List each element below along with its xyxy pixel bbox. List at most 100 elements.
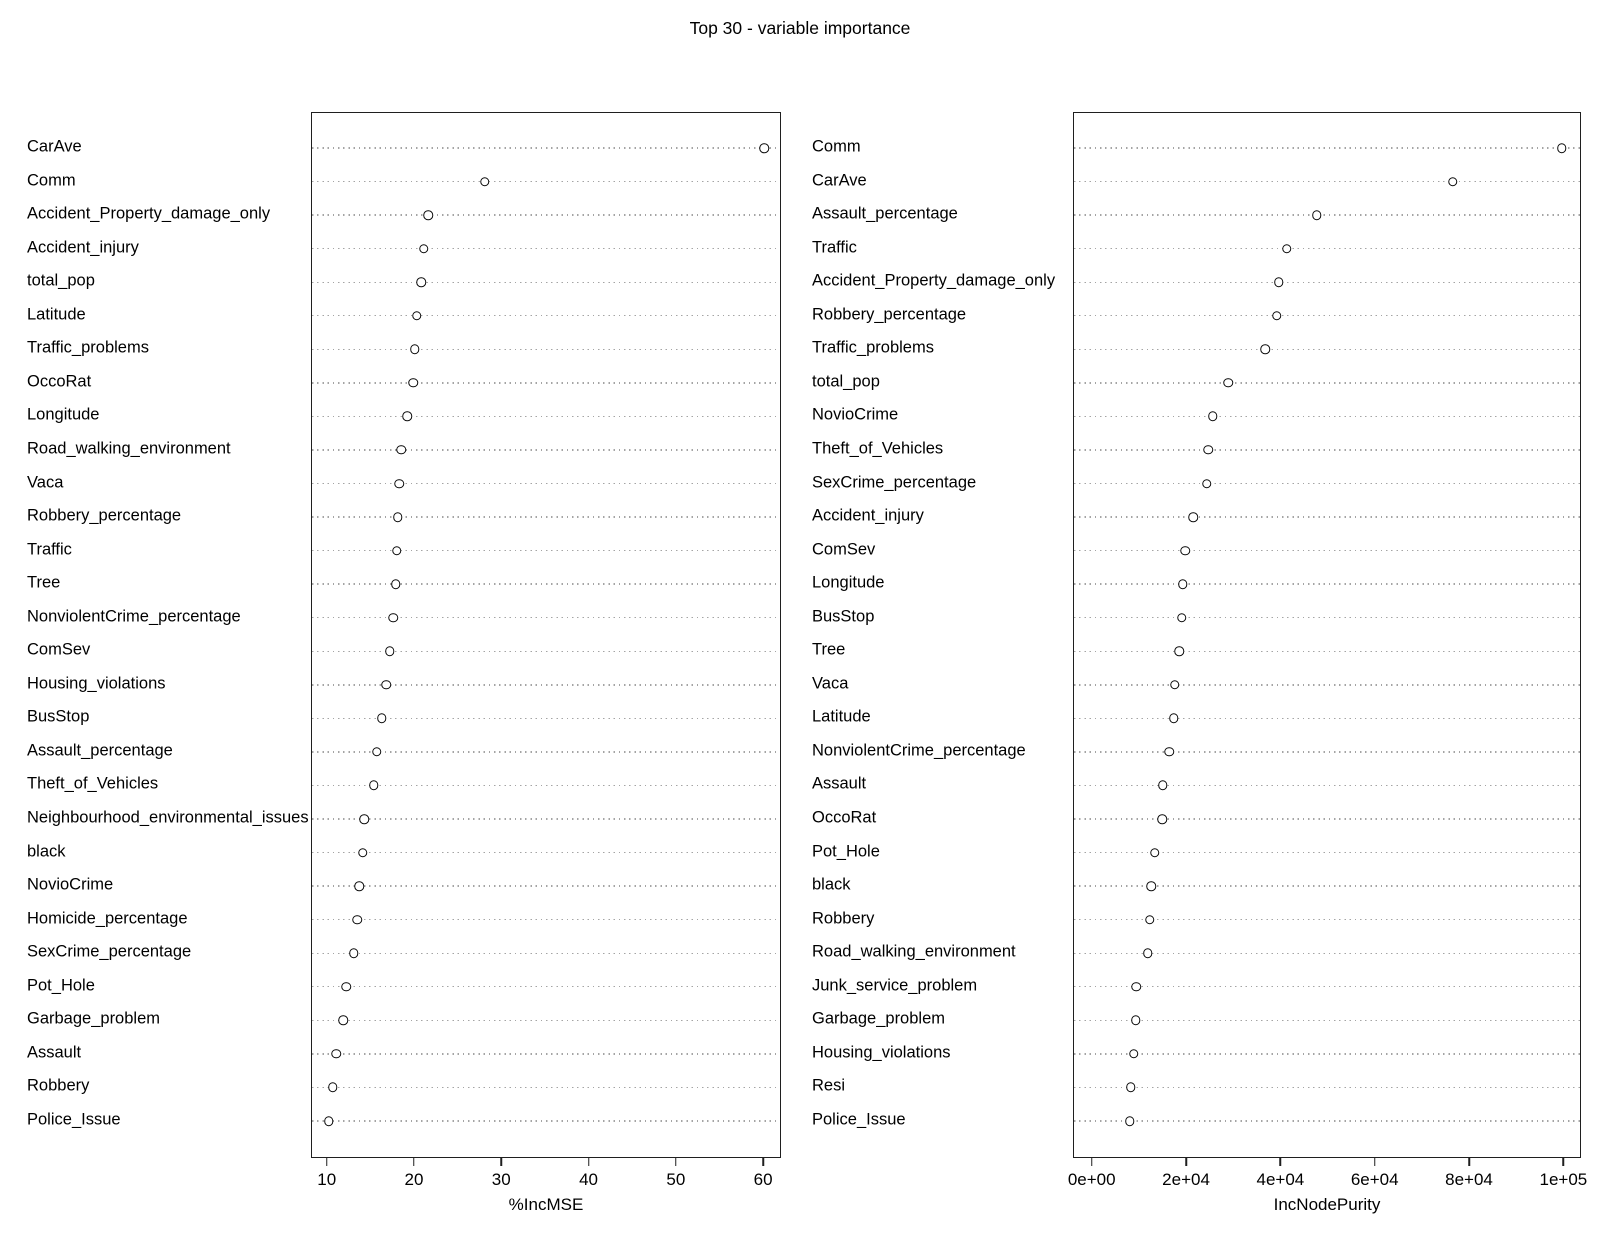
row-label-left: CarAve [27,137,82,156]
grid-dotline [312,214,780,216]
row-label-right: Junk_service_problem [812,976,978,995]
data-point-circle [1146,881,1156,891]
data-point-circle [1128,1049,1139,1059]
grid-dotline [1074,214,1580,216]
grid-dotline [312,717,780,720]
grid-dotline [312,784,780,787]
plot-title: Top 30 - variable importance [689,18,911,38]
row-label-right: Pot_Hole [812,842,880,861]
data-point-circle [381,680,391,690]
grid-dotline [1074,952,1580,954]
row-label-right: Accident_Property_damage_only [812,271,1056,290]
x-axis-tick-label: 30 [491,1170,511,1189]
data-point-circle [341,982,351,992]
x-axis-tick [413,1158,415,1166]
data-point-circle [1126,1082,1136,1093]
row-label-left: Assault_percentage [27,741,173,760]
grid-dotline [312,549,780,552]
x-axis-tick-label: 6e+04 [1350,1170,1399,1189]
data-point-circle [423,210,433,220]
data-point-circle [323,1116,334,1126]
data-point-circle [410,344,420,355]
x-axis-tick-label: 50 [666,1170,686,1189]
grid-dotline [312,247,780,250]
row-label-right: Robbery [812,909,875,928]
x-axis-tick [1373,1158,1376,1166]
row-label-right: Latitude [812,707,871,726]
data-point-circle [338,1015,349,1026]
row-label-left: Robbery_percentage [27,506,182,525]
grid-dotline [1074,1053,1580,1055]
data-point-circle [1164,747,1174,757]
row-label-right: NovioCrime [812,405,899,424]
grid-dotline [312,180,780,183]
grid-dotline [312,315,780,317]
data-point-circle [1158,780,1168,791]
data-point-circle [349,948,359,958]
data-point-circle [331,1049,342,1059]
data-point-circle [1311,210,1322,220]
row-label-left: Police_Issue [27,1110,121,1129]
grid-dotline [312,851,780,854]
data-point-circle [1202,478,1212,489]
row-label-left: Traffic [27,540,72,559]
data-point-circle [328,1082,338,1093]
x-axis-tick [1279,1158,1282,1166]
row-label-right: Tree [812,640,846,659]
grid-dotline [312,684,780,686]
grid-dotline [1074,1086,1580,1089]
x-axis-tick-label: 8e+04 [1445,1170,1493,1189]
row-label-right: BusStop [812,607,875,626]
x-axis-tick [1562,1158,1565,1166]
row-label-left: SexCrime_percentage [27,942,192,961]
data-point-circle [1260,344,1271,355]
grid-dotline [312,952,780,954]
data-point-circle [1145,914,1155,925]
data-point-circle [394,478,405,489]
row-label-right: Garbage_problem [812,1009,945,1028]
row-label-left: ComSev [27,640,91,659]
row-label-right: Vaca [812,674,849,693]
grid-dotline [1074,281,1580,283]
data-point-circle [1143,948,1153,958]
x-axis-tick [762,1158,764,1166]
plot-frame-left [311,112,781,1158]
grid-dotline [312,1120,780,1122]
grid-dotline [312,885,780,887]
row-label-right: Police_Issue [812,1110,906,1129]
data-point-circle [411,311,422,321]
data-point-circle [1223,378,1233,388]
row-label-right: NonviolentCrime_percentage [812,741,1026,760]
plot-frame-right [1073,112,1581,1158]
row-label-left: Theft_of_Vehicles [27,774,159,793]
grid-dotline [1074,516,1580,518]
row-label-left: Neighbourhood_environmental_issues [27,808,309,827]
data-point-circle [402,411,412,422]
grid-dotline [1074,918,1580,921]
x-axis-tick-label: 1e+05 [1539,1170,1588,1189]
grid-dotline [312,382,780,384]
x-axis-tick-label: 4e+04 [1256,1170,1305,1189]
row-label-left: Longitude [27,405,100,424]
row-label-left: BusStop [27,707,90,726]
row-label-right: OccoRat [812,808,877,827]
data-point-circle [418,243,429,254]
data-point-circle [384,646,395,657]
grid-dotline [312,147,780,149]
row-label-left: OccoRat [27,372,92,391]
row-label-left: Accident_injury [27,238,139,257]
x-axis-tick-label: 0e+00 [1067,1170,1116,1189]
row-label-left: Latitude [27,305,86,324]
row-label-left: Accident_Property_damage_only [27,204,271,223]
x-axis-tick-label: 10 [317,1170,337,1189]
row-label-left: Tree [27,573,61,592]
data-point-circle [392,512,403,522]
row-label-right: Longitude [812,573,885,592]
grid-dotline [1074,147,1580,149]
grid-dotline [312,1019,780,1022]
row-label-left: total_pop [27,271,95,290]
row-label-right: total_pop [812,372,880,391]
x-axis-title-left: %IncMSE [508,1195,584,1214]
row-label-right: ComSev [812,540,876,559]
grid-dotline [1074,180,1580,183]
